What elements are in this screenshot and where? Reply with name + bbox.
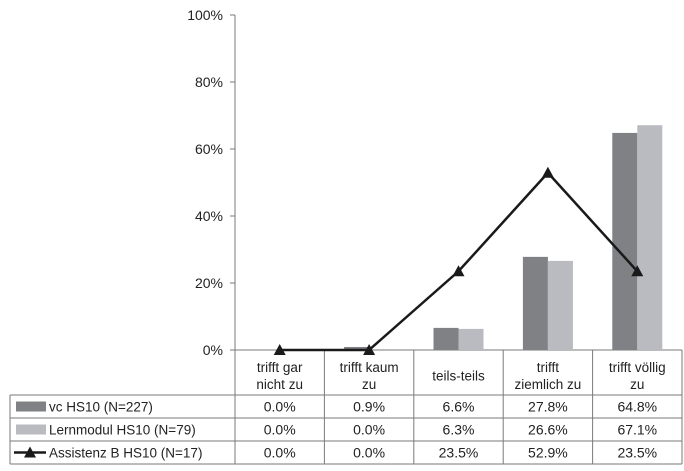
table-cell-value: 27.8% — [528, 399, 568, 415]
table-cell-value: 23.5% — [439, 445, 479, 461]
y-tick-label: 100% — [187, 7, 223, 23]
category-label: zu — [630, 377, 644, 392]
bar — [344, 346, 370, 350]
legend-label: vc HS10 (N=227) — [49, 400, 153, 415]
table-cell-value: 52.9% — [528, 445, 568, 461]
bar — [547, 260, 573, 350]
y-tick-label: 0% — [203, 342, 223, 358]
y-tick-label: 20% — [195, 275, 223, 291]
legend-label: Lernmodul HS10 (N=79) — [49, 423, 196, 438]
table-cell-value: 0.0% — [353, 445, 385, 461]
y-tick-label: 60% — [195, 141, 223, 157]
category-label: trifft — [537, 360, 560, 375]
table-cell-value: 6.6% — [443, 399, 475, 415]
category-label: trifft kaum — [340, 360, 399, 375]
legend-key — [16, 401, 46, 412]
y-tick-label: 80% — [195, 74, 223, 90]
table-cell-value: 26.6% — [528, 422, 568, 438]
category-label: ziemlich zu — [515, 377, 582, 392]
bar — [458, 328, 484, 350]
category-label: zu — [362, 377, 376, 392]
category-label: trifft völlig — [609, 360, 666, 375]
y-tick-label: 40% — [195, 208, 223, 224]
triangle-marker — [273, 344, 286, 355]
table-cell-value: 67.1% — [617, 422, 657, 438]
legend-label: Assistenz B HS10 (N=17) — [49, 446, 202, 461]
table-cell-value: 0.0% — [264, 445, 296, 461]
table-cell-value: 0.0% — [264, 422, 296, 438]
triangle-marker — [541, 166, 554, 178]
table-cell-value: 6.3% — [443, 422, 475, 438]
table-cell-value: 0.0% — [264, 399, 296, 415]
legend-key-marker — [24, 446, 36, 458]
table-cell-value: 0.0% — [353, 422, 385, 438]
series-line — [279, 170, 639, 352]
category-label: teils-teils — [432, 369, 485, 384]
bar — [612, 132, 638, 350]
category-label: trifft gar — [257, 360, 303, 375]
triangle-marker — [452, 265, 465, 277]
triangle-marker — [631, 265, 644, 277]
table-cell-value: 64.8% — [617, 399, 657, 415]
bar — [433, 327, 459, 350]
bar — [522, 256, 548, 350]
table-cell-value: 23.5% — [617, 445, 657, 461]
category-label: nicht zu — [256, 377, 303, 392]
table-cell-value: 0.9% — [353, 399, 385, 415]
legend-key — [16, 424, 46, 435]
bar — [637, 125, 663, 350]
triangle-marker — [363, 344, 376, 355]
